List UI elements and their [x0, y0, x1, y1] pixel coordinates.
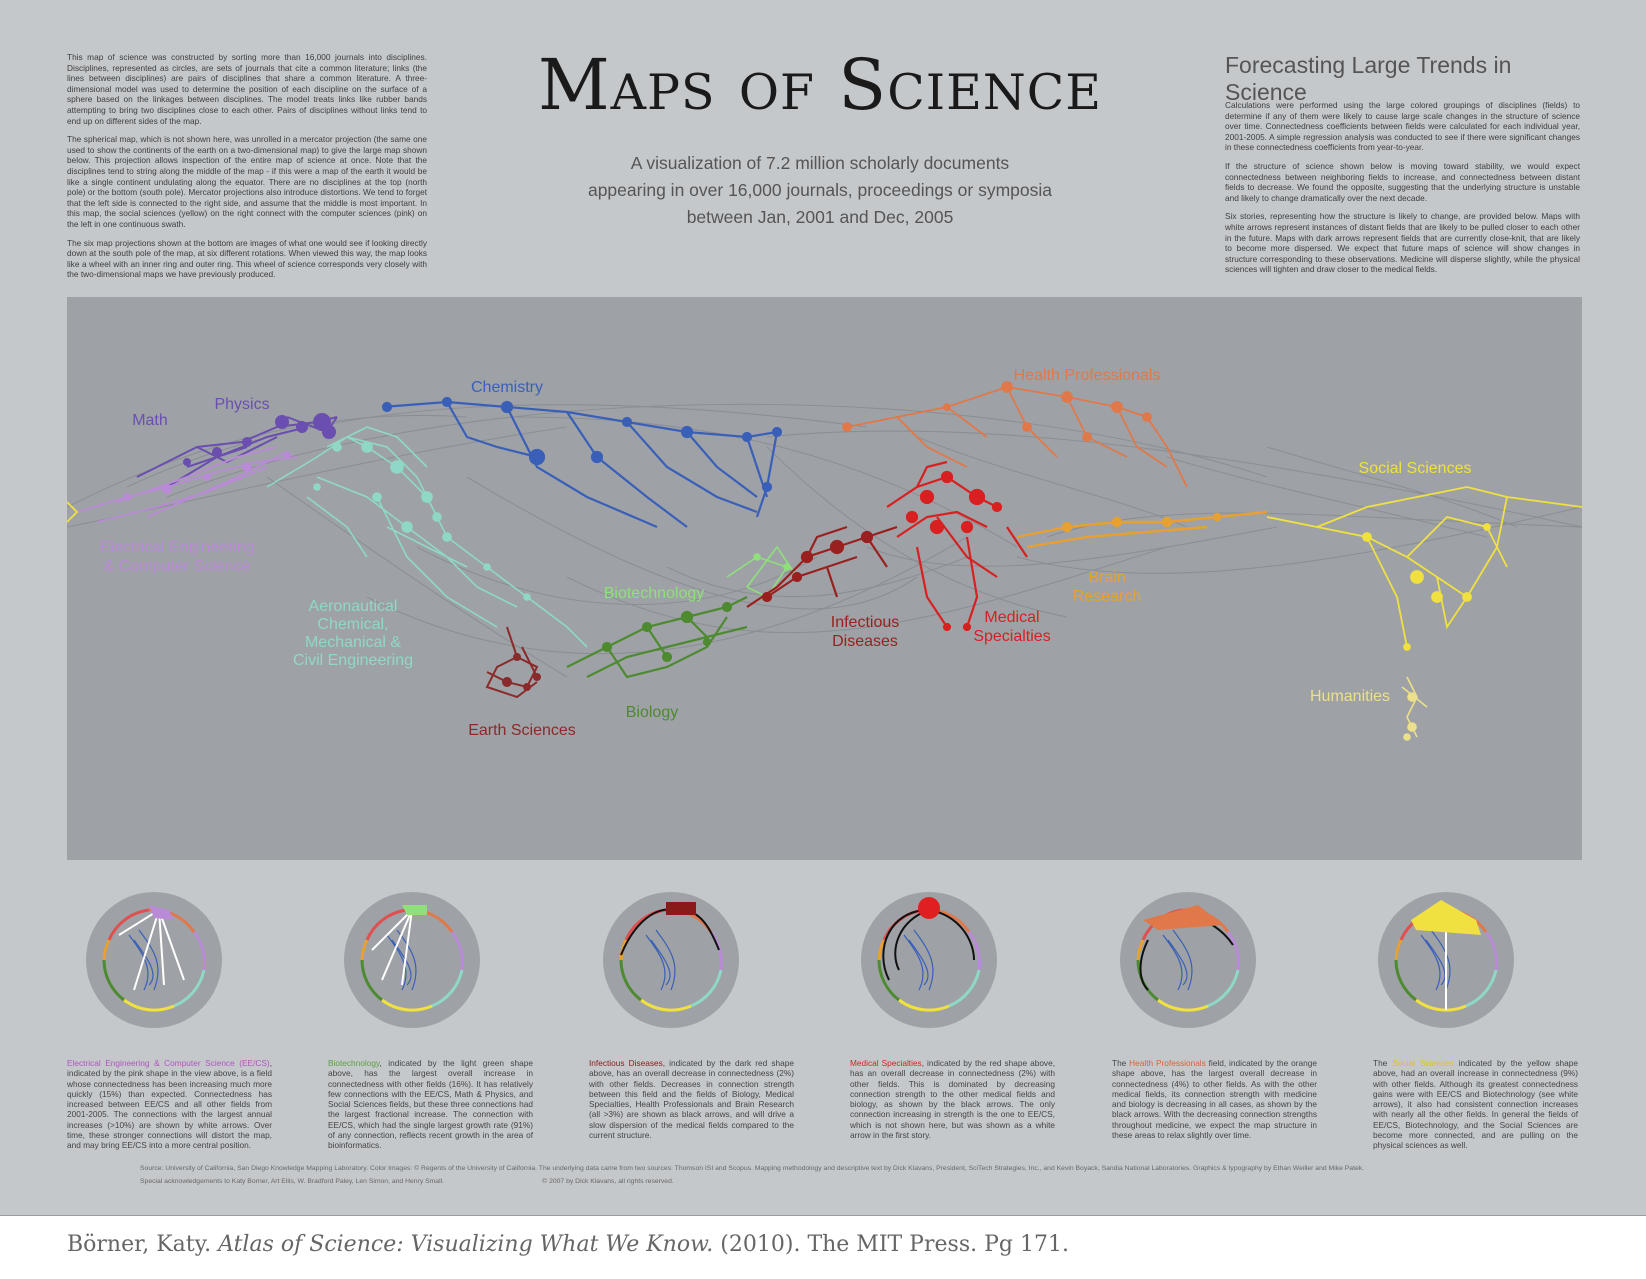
science-map-panel: Math Physics Chemistry Electrical Engine… [67, 297, 1582, 860]
cluster-social-sciences [1266, 486, 1582, 651]
label-medical-line2: Specialties [973, 628, 1050, 645]
wheel-projections [84, 890, 1516, 1030]
story-highlight: Health Professionals [1129, 1058, 1206, 1068]
cluster-infectious-diseases [746, 525, 898, 608]
story-eecs: Electrical Engineering & Computer Scienc… [67, 1058, 272, 1151]
subtitle-line: between Jan, 2001 and Dec, 2005 [686, 207, 954, 227]
wheel-infectious-diseases [601, 890, 741, 1030]
label-eecs-line1: Electrical Engineering [100, 539, 255, 556]
citation-book-title: Atlas of Science: Visualizing What We Kn… [218, 1232, 714, 1257]
cluster-engineering [266, 426, 588, 648]
story-prefix: The [1373, 1058, 1393, 1068]
intro-paragraph: The six map projections shown at the bot… [67, 237, 427, 280]
cluster-math-physics [136, 413, 338, 488]
wheel-biotechnology [342, 890, 482, 1030]
story-highlight: Infectious Diseases [589, 1058, 663, 1068]
story-text: , indicated by the pink shape in the vie… [67, 1058, 272, 1151]
wheel-medical-specialties [859, 890, 999, 1030]
label-chemistry: Chemistry [471, 379, 543, 396]
science-map: Math Physics Chemistry Electrical Engine… [67, 367, 1582, 741]
label-biotechnology: Biotechnology [604, 585, 705, 602]
subtitle-line: appearing in over 16,000 journals, proce… [587, 180, 1053, 200]
label-earth-sciences: Earth Sciences [468, 722, 576, 739]
label-engineering-line2: Chemical, [317, 616, 388, 633]
poster: This map of science was constructed by s… [0, 0, 1646, 1216]
forecast-text-block: Calculations were performed using the la… [1225, 100, 1580, 283]
label-eecs-line2: & Computer Science [104, 558, 251, 575]
story-infectious-diseases: Infectious Diseases, indicated by the da… [589, 1058, 794, 1140]
cluster-earth-sciences [485, 626, 541, 699]
story-text: indicated by the yellow shape above, had… [1373, 1058, 1579, 1151]
source-line: Source: University of California, San Di… [140, 1165, 1365, 1172]
label-health-professionals: Health Professionals [1014, 367, 1161, 384]
story-health-professionals: The Health Professionals field, indicate… [1112, 1058, 1317, 1140]
story-medical-specialties: Medical Specialties, indicated by the re… [850, 1058, 1055, 1140]
story-social-sciences: The Social Sciences indicated by the yel… [1373, 1058, 1578, 1151]
story-highlight: Medical Specialties [850, 1058, 922, 1068]
label-physics: Physics [214, 396, 269, 413]
label-infectious-line2: Diseases [832, 633, 898, 650]
social-sciences-wrap [67, 501, 79, 523]
story-text: , indicated by the light green shape abo… [328, 1058, 533, 1151]
intro-paragraph: The spherical map, which is not shown he… [67, 134, 427, 229]
cluster-chemistry [381, 396, 783, 529]
cluster-health-professionals [842, 381, 1188, 488]
story-highlight: Electrical Engineering & Computer Scienc… [67, 1058, 270, 1068]
label-brain-line2: Research [1073, 588, 1141, 605]
forecast-heading: Forecasting Large Trends in Science [1225, 52, 1512, 105]
book-citation: Börner, Katy. Atlas of Science: Visualiz… [67, 1232, 1069, 1257]
story-biotechnology: Biotechnology, indicated by the light gr… [328, 1058, 533, 1151]
cluster-eecs [76, 446, 298, 523]
story-highlight: Social Sciences [1392, 1058, 1454, 1068]
background-links [67, 403, 1582, 678]
wheel-eecs [84, 890, 224, 1030]
citation-author: Börner, Katy. [67, 1232, 219, 1257]
label-humanities: Humanities [1310, 688, 1390, 705]
label-engineering-line4: Civil Engineering [293, 652, 413, 669]
story-text: , indicated by the red shape above, has … [850, 1058, 1055, 1141]
cluster-medical-specialties [886, 460, 1028, 632]
wheel-health-professionals [1118, 890, 1258, 1030]
cluster-biology [566, 596, 748, 679]
intro-paragraph: This map of science was constructed by s… [67, 52, 427, 126]
label-brain-line1: Brain [1088, 569, 1125, 586]
forecast-paragraph: If the structure of science shown below … [1225, 160, 1580, 203]
cluster-brain-research [1016, 510, 1268, 549]
forecast-paragraph: Calculations were performed using the la… [1225, 100, 1580, 153]
source-credits: Source: University of California, San Di… [140, 1162, 1520, 1188]
source-line: Special acknowledgements to Katy Borner,… [140, 1178, 674, 1185]
citation-publisher: (2010). The MIT Press. Pg 171. [713, 1232, 1069, 1257]
label-engineering-line1: Aeronautical [309, 598, 398, 615]
label-medical-line1: Medical [984, 609, 1039, 626]
poster-subtitle: A visualization of 7.2 million scholarly… [560, 150, 1080, 231]
label-social-sciences: Social Sciences [1359, 460, 1472, 477]
label-infectious-line1: Infectious [831, 614, 899, 631]
label-biology: Biology [626, 704, 678, 721]
story-text: , indicated by the dark red shape above,… [589, 1058, 794, 1141]
subtitle-line: A visualization of 7.2 million scholarly… [630, 153, 1010, 173]
label-math: Math [132, 412, 168, 429]
story-prefix: The [1112, 1058, 1130, 1068]
story-highlight: Biotechnology [328, 1058, 380, 1068]
wheel-social-sciences [1376, 890, 1516, 1030]
label-engineering-line3: Mechanical & [305, 634, 401, 651]
cluster-humanities [1401, 676, 1428, 741]
intro-text-block: This map of science was constructed by s… [67, 52, 427, 288]
poster-title: Maps of Science [538, 44, 1102, 126]
story-text: field, indicated by the orange shape abo… [1112, 1058, 1317, 1141]
forecast-paragraph: Six stories, representing how the struct… [1225, 211, 1580, 275]
